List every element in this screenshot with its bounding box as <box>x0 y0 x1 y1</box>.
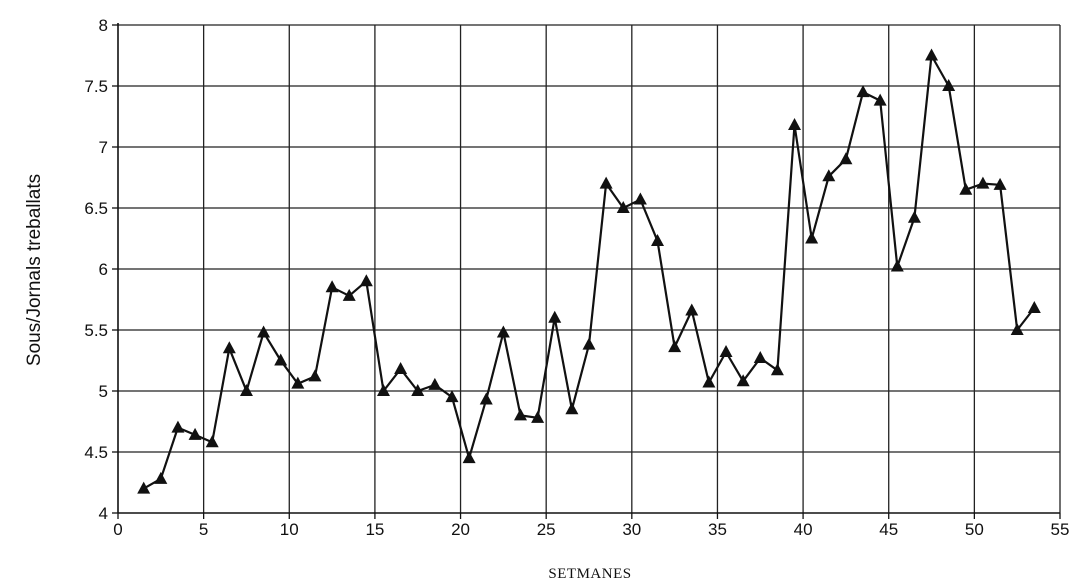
x-tick-label: 10 <box>280 520 299 539</box>
data-point-marker <box>668 340 682 353</box>
y-tick-label: 4 <box>99 504 108 523</box>
data-point-marker <box>736 374 750 387</box>
data-point-marker <box>171 420 185 433</box>
y-tick-label: 5 <box>99 382 108 401</box>
y-tick-label: 7.5 <box>84 77 108 96</box>
data-point-marker <box>359 274 373 287</box>
y-tick-label: 8 <box>99 16 108 35</box>
x-tick-label: 30 <box>622 520 641 539</box>
data-point-marker <box>137 481 151 494</box>
data-point-marker <box>873 93 887 106</box>
y-tick-label: 4.5 <box>84 443 108 462</box>
data-point-marker <box>822 169 836 182</box>
data-point-marker <box>308 369 322 382</box>
data-point-marker <box>890 259 904 272</box>
x-tick-label: 35 <box>708 520 727 539</box>
data-point-marker <box>719 344 733 357</box>
data-point-marker <box>274 353 288 366</box>
data-point-marker <box>462 451 476 464</box>
data-point-marker <box>839 152 853 165</box>
data-point-marker <box>685 303 699 316</box>
x-tick-labels: 0 5 10 15 20 25 30 35 40 45 50 55 <box>113 520 1069 539</box>
y-tick-labels: 4 4.5 5 5.5 6 6.5 7 7.5 8 <box>84 16 108 523</box>
data-point-marker <box>907 210 921 223</box>
data-point-marker <box>565 402 579 415</box>
data-point-marker <box>239 384 253 396</box>
data-point-marker <box>205 435 219 448</box>
x-axis-label: SETMANES <box>548 566 631 582</box>
data-point-marker <box>342 288 356 301</box>
data-point-marker <box>411 384 425 396</box>
data-point-marker <box>993 177 1007 190</box>
y-tick-label: 7 <box>99 138 108 157</box>
data-point-marker <box>959 182 973 195</box>
grid <box>118 24 1061 513</box>
y-axis-label: Sous/Jornals treballats <box>24 174 45 366</box>
data-point-marker <box>445 390 459 403</box>
series-line <box>143 54 1036 490</box>
data-point-marker <box>856 85 870 98</box>
data-point-marker <box>788 118 802 131</box>
x-tick-label: 55 <box>1051 520 1070 539</box>
y-tick-label: 5.5 <box>84 321 108 340</box>
x-tick-label: 0 <box>113 520 122 539</box>
data-point-marker <box>770 363 784 376</box>
data-point-marker <box>376 384 390 396</box>
data-point-marker <box>428 377 442 390</box>
axes <box>112 23 1061 519</box>
data-point-marker <box>394 362 408 375</box>
data-point-marker <box>188 427 202 440</box>
x-tick-label: 40 <box>794 520 813 539</box>
data-point-marker <box>942 79 956 91</box>
data-point-marker <box>805 231 819 244</box>
data-point-marker <box>531 410 545 423</box>
data-point-marker <box>1027 301 1041 314</box>
data-point-marker <box>257 325 271 338</box>
data-point-marker <box>222 341 236 354</box>
x-tick-label: 45 <box>879 520 898 539</box>
data-point-marker <box>548 310 562 323</box>
data-point-marker <box>325 280 339 293</box>
data-point-marker <box>599 176 613 189</box>
x-tick-label: 5 <box>199 520 208 539</box>
data-point-marker <box>1010 323 1024 335</box>
data-point-marker <box>702 375 716 388</box>
data-point-marker <box>651 233 665 246</box>
x-tick-label: 50 <box>965 520 984 539</box>
data-point-marker <box>496 325 510 338</box>
data-point-marker <box>513 408 527 421</box>
data-point-marker <box>479 392 493 405</box>
data-point-marker <box>925 48 939 61</box>
x-tick-label: 20 <box>451 520 470 539</box>
x-tick-label: 25 <box>537 520 556 539</box>
x-tick-label: 15 <box>365 520 384 539</box>
data-point-marker <box>976 176 990 189</box>
data-point-marker <box>753 351 767 364</box>
data-point-marker <box>582 337 596 350</box>
data-point-marker <box>616 201 630 213</box>
data-point-marker <box>291 376 305 389</box>
y-tick-label: 6.5 <box>84 199 108 218</box>
data-point-marker <box>633 192 647 205</box>
data-series <box>137 48 1041 494</box>
y-tick-label: 6 <box>99 260 108 279</box>
data-point-marker <box>154 471 168 484</box>
